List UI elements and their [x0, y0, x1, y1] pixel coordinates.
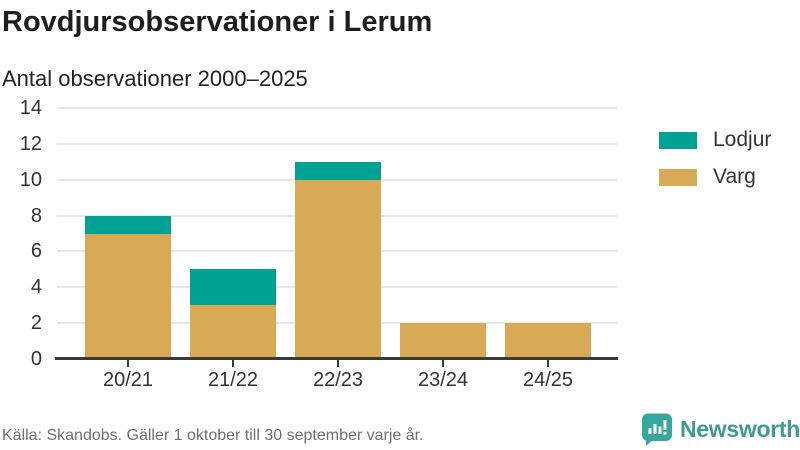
brand-name: Newsworthy	[680, 416, 800, 442]
bar-24-25-varg	[505, 323, 591, 359]
x-axis-line	[55, 357, 618, 360]
chart-title: Rovdjursobservationer i Lerum	[2, 6, 433, 38]
legend-item-lodjur: Lodjur	[659, 128, 771, 152]
y-tick-label-10: 10	[19, 168, 42, 191]
x-tick-20-21	[127, 360, 129, 367]
legend-label-varg: Varg	[713, 165, 756, 188]
bar-21-22-lodjur	[190, 269, 276, 306]
bar-23-24-varg	[400, 323, 486, 359]
bar-22-23-lodjur	[295, 161, 381, 180]
legend-swatch-lodjur	[659, 131, 697, 149]
bar-20-21-varg	[85, 233, 171, 359]
brand-logo: Newsworthy	[641, 412, 800, 447]
legend-label-lodjur: Lodjur	[713, 128, 772, 151]
x-tick-label-23-24: 23/24	[417, 369, 469, 391]
x-tick-21-22	[232, 360, 234, 367]
legend-item-varg: Varg	[659, 165, 771, 189]
legend: Lodjur Varg	[659, 128, 771, 189]
y-tick-label-4: 4	[30, 276, 42, 299]
legend-swatch-varg	[659, 168, 697, 186]
x-tick-label-22-23: 22/23	[312, 369, 364, 391]
x-tick-label-21-22: 21/22	[207, 369, 259, 391]
y-tick-label-14: 14	[19, 97, 42, 119]
gridline-12	[57, 142, 617, 145]
chart-subtitle: Antal observationer 2000–2025	[2, 66, 308, 91]
source-note: Källa: Skandobs. Gäller 1 oktober till 3…	[2, 427, 424, 444]
y-tick-label-2: 2	[30, 312, 42, 335]
x-tick-24-25	[547, 360, 549, 367]
bar-22-23-varg	[295, 179, 381, 359]
y-tick-label-0: 0	[30, 348, 42, 370]
y-tick-label-6: 6	[30, 240, 42, 263]
gridline-14	[57, 107, 617, 110]
y-tick-label-12: 12	[19, 132, 42, 155]
x-tick-label-20-21: 20/21	[102, 369, 154, 391]
plot-area	[57, 107, 617, 359]
bar-chart-speech-bubble-icon	[642, 413, 672, 446]
x-tick-22-23	[337, 360, 339, 367]
y-axis: 0 2 4 6 8 10 12 14	[0, 97, 48, 370]
x-tick-23-24	[442, 360, 444, 367]
bar-21-22-varg	[190, 305, 276, 359]
x-tick-label-24-25: 24/25	[522, 369, 574, 391]
y-tick-label-8: 8	[30, 204, 42, 227]
bar-20-21-lodjur	[85, 215, 171, 234]
